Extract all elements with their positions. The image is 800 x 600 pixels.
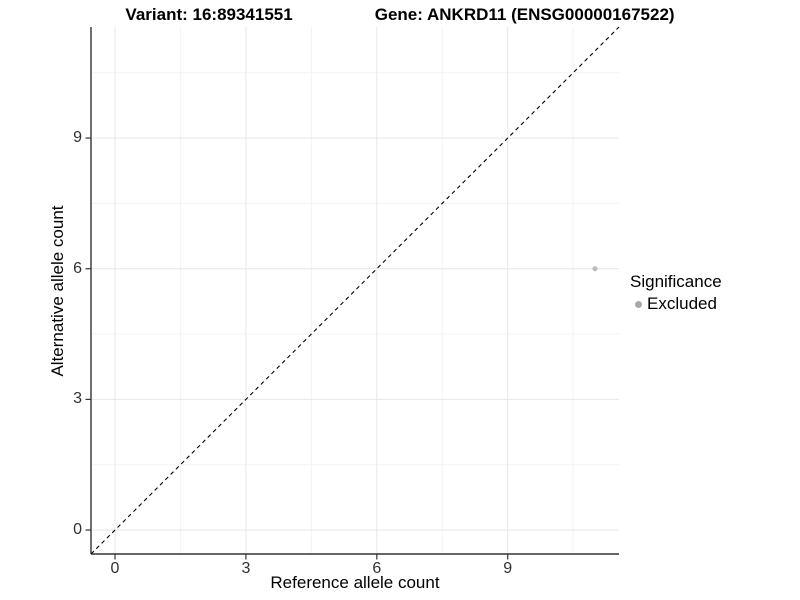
plot-title-gene: Gene: ANKRD11 (ENSG00000167522) [374, 5, 675, 24]
data-point [592, 266, 598, 272]
y-tick-label: 9 [73, 129, 82, 147]
plot-title-row: Variant: 16:89341551 Gene: ANKRD11 (ENSG… [0, 5, 800, 25]
identity-line [90, 26, 620, 555]
x-tick-label: 0 [110, 560, 120, 577]
legend-entry: Excluded [630, 294, 722, 314]
legend: Significance Excluded [630, 272, 722, 314]
legend-entries: Excluded [630, 294, 722, 314]
x-tick-label: 9 [503, 560, 513, 577]
y-tick-label: 6 [73, 259, 82, 277]
y-tick-label: 0 [73, 521, 82, 539]
x-tick-label: 6 [372, 560, 382, 577]
y-tick-label: 3 [73, 390, 82, 408]
legend-point-swatch [635, 300, 642, 308]
x-axis-title: Reference allele count [270, 573, 440, 592]
x-tick-label: 3 [241, 560, 251, 577]
legend-title: Significance [630, 272, 722, 291]
plot-title-variant: Variant: 16:89341551 [125, 5, 293, 24]
legend-entry-label: Excluded [647, 294, 717, 313]
y-axis-title: Alternative allele count [48, 205, 67, 377]
